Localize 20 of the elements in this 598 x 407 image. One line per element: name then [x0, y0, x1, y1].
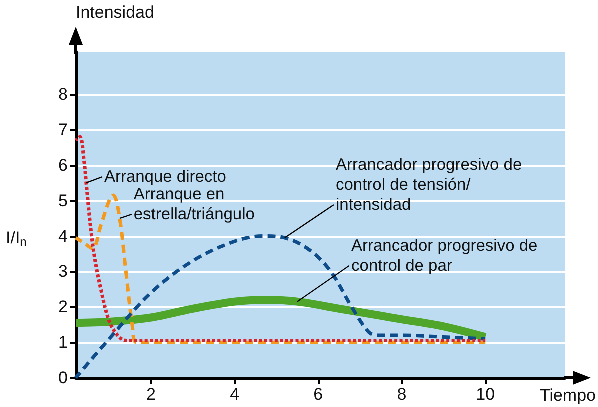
series-label: Arranque en estrella/triángulo — [134, 186, 255, 224]
x-tick-label: 10 — [476, 385, 496, 404]
x-axis-title: Tiempo — [540, 386, 596, 405]
y-tick-label: 0 — [58, 368, 68, 388]
y-tick-label: 6 — [58, 156, 68, 175]
x-tick-label: 4 — [230, 385, 240, 404]
y-tick-label: 4 — [58, 226, 68, 246]
y-tick-label: 5 — [58, 191, 68, 210]
x-tick-label: 6 — [314, 385, 324, 404]
y-tick-label: 2 — [58, 298, 68, 317]
y-tick-label: 3 — [58, 262, 68, 282]
text: Arrancador progresivo de control de tensión/ intensidad — [336, 156, 527, 214]
y-tick-label: 7 — [58, 120, 68, 140]
series-label: Arranque directo — [104, 168, 226, 186]
y-tick-label: 1 — [58, 333, 68, 352]
y-axis-title: Intensidad — [76, 3, 154, 22]
x-tick-label: 8 — [397, 385, 407, 404]
x-tick-label: 2 — [146, 385, 156, 404]
text: Arrancador progresivo de control de par — [352, 236, 542, 275]
y-tick-label: 8 — [58, 85, 68, 104]
